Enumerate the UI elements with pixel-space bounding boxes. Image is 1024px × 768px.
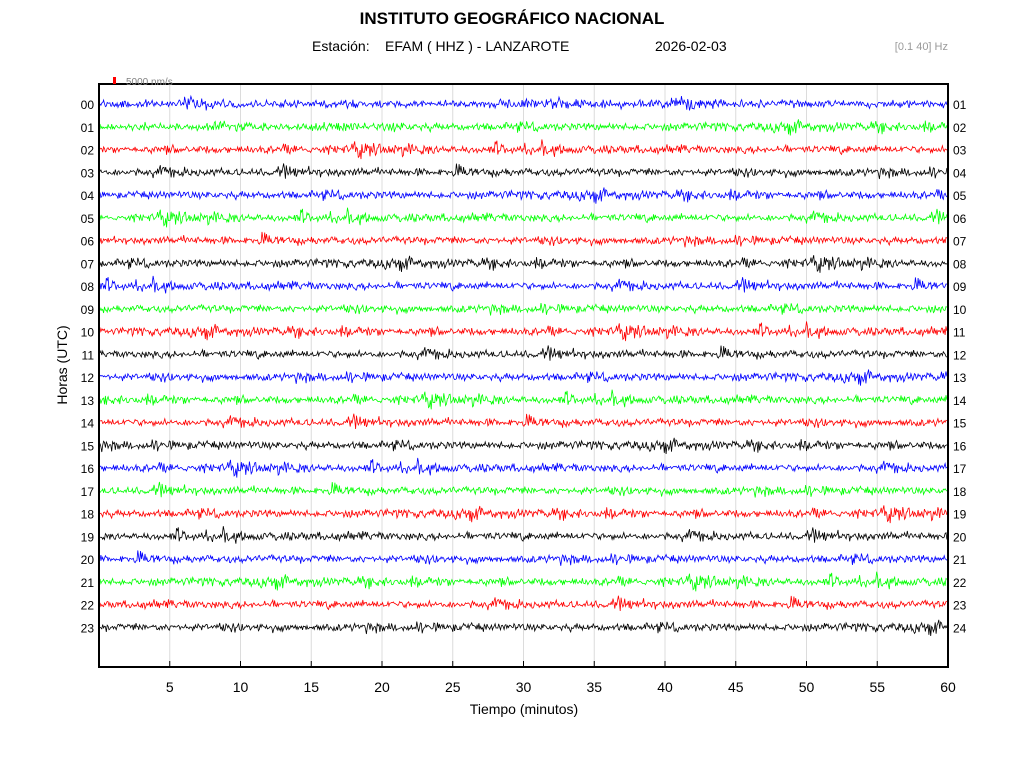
hour-label-right: 03 — [953, 144, 967, 158]
chart-title: INSTITUTO GEOGRÁFICO NACIONAL — [359, 9, 665, 28]
x-tick-label: 30 — [516, 679, 532, 695]
hour-label-left: 13 — [81, 394, 95, 408]
scale-bar: 5000 nm/s — [113, 77, 173, 88]
hour-label-left: 03 — [81, 166, 95, 180]
hour-label-left: 02 — [81, 144, 95, 158]
hour-label-left: 17 — [81, 485, 95, 499]
hour-label-left: 11 — [82, 348, 95, 362]
hour-label-left: 21 — [81, 576, 95, 590]
hour-label-right: 04 — [953, 166, 967, 180]
hour-label-right: 21 — [953, 553, 967, 567]
seismic-trace — [99, 526, 948, 544]
seismic-trace — [99, 187, 948, 204]
hour-label-right: 08 — [953, 257, 967, 271]
hour-label-right: 13 — [953, 371, 967, 385]
seismic-trace — [99, 457, 948, 478]
hour-label-right: 22 — [953, 576, 967, 590]
hour-label-right: 07 — [953, 235, 967, 249]
seismic-trace — [99, 321, 948, 342]
seismic-trace — [99, 207, 948, 228]
seismic-trace — [99, 275, 947, 294]
hour-label-left: 10 — [81, 326, 95, 340]
x-axis-label: Tiempo (minutos) — [469, 701, 579, 717]
seismic-trace — [99, 389, 948, 410]
station-name: EFAM ( HHZ ) - LANZAROTE — [385, 38, 570, 54]
hour-label-right: 02 — [953, 121, 967, 135]
hour-label-left: 14 — [81, 417, 95, 431]
x-tick-label: 15 — [303, 679, 319, 695]
hour-label-right: 10 — [953, 303, 967, 317]
hour-label-left: 05 — [81, 212, 95, 226]
hour-label-right: 11 — [953, 326, 966, 340]
hour-label-right: 20 — [953, 530, 967, 544]
hour-label-left: 18 — [81, 508, 95, 522]
hour-label-left: 04 — [81, 189, 95, 203]
hour-label-right: 23 — [953, 599, 967, 613]
hour-label-right: 16 — [953, 439, 967, 453]
hour-label-left: 01 — [81, 121, 95, 135]
hour-label-left: 06 — [81, 235, 95, 249]
hour-label-right: 18 — [953, 485, 967, 499]
hour-label-left: 20 — [81, 553, 95, 567]
x-tick-label: 60 — [940, 679, 956, 695]
hour-label-right: 06 — [953, 212, 967, 226]
hour-label-left: 15 — [81, 439, 95, 453]
scale-bar-label: 5000 nm/s — [126, 77, 173, 88]
hour-label-left: 07 — [81, 257, 95, 271]
seismic-trace — [99, 94, 948, 111]
hour-label-left: 23 — [81, 621, 95, 635]
seismic-trace — [99, 231, 948, 248]
hour-label-left: 09 — [81, 303, 95, 317]
hour-label-right: 15 — [953, 417, 967, 431]
seismic-trace — [99, 505, 948, 524]
hour-label-right: 17 — [953, 462, 967, 476]
seismic-trace — [99, 139, 948, 160]
traces — [99, 94, 948, 637]
x-tick-label: 10 — [233, 679, 249, 695]
seismic-trace — [99, 345, 948, 361]
x-tick-label: 40 — [657, 679, 673, 695]
hour-labels-right: 01 02 03 04 05 06 07 08 09 10 11 12 13 14 15 16 17 18 19 20… — [953, 98, 967, 635]
x-tick-label: 55 — [869, 679, 885, 695]
x-tick-label: 20 — [374, 679, 390, 695]
hour-label-left: 22 — [81, 599, 95, 613]
y-axis-label: Horas (UTC) — [54, 325, 70, 405]
seismic-trace — [99, 619, 948, 637]
seismic-trace — [99, 119, 948, 136]
hour-label-right: 14 — [953, 394, 967, 408]
hour-label-left: 19 — [81, 530, 95, 544]
hour-label-left: 16 — [81, 462, 95, 476]
date-label: 2026-02-03 — [655, 38, 727, 54]
hour-label-right: 24 — [953, 621, 967, 635]
x-tick-label: 25 — [445, 679, 461, 695]
hour-label-right: 01 — [953, 98, 967, 112]
seismic-trace — [99, 302, 948, 316]
seismic-trace — [99, 413, 948, 430]
hour-labels-left: 00 01 02 03 04 05 06 07 08 09 10 11 12 13 14 15 16 17 18 19… — [81, 98, 95, 635]
scale-bar-mark — [113, 77, 116, 84]
hour-label-right: 09 — [953, 280, 967, 294]
seismic-trace — [99, 571, 948, 592]
x-tick-label: 45 — [728, 679, 744, 695]
seismic-trace — [99, 437, 948, 455]
x-tick-label: 50 — [799, 679, 815, 695]
seismic-trace — [99, 595, 948, 612]
x-axis: 5 10 15 20 25 30 35 40 45 50 55 60 — [166, 661, 956, 695]
hour-label-right: 05 — [953, 189, 967, 203]
seismic-trace — [99, 255, 948, 273]
hour-label-right: 12 — [953, 348, 967, 362]
hour-label-left: 12 — [81, 371, 95, 385]
x-tick-label: 5 — [166, 679, 174, 695]
hour-label-right: 19 — [953, 508, 967, 522]
seismic-trace — [99, 481, 948, 498]
seismic-trace — [99, 550, 948, 566]
station-label: Estación: — [312, 38, 370, 54]
seismic-trace — [99, 163, 948, 180]
hour-label-left: 08 — [81, 280, 95, 294]
seismic-trace — [99, 369, 948, 386]
hour-label-left: 00 — [81, 98, 95, 112]
filter-label: [0.1 40] Hz — [894, 41, 948, 53]
x-tick-label: 35 — [586, 679, 602, 695]
